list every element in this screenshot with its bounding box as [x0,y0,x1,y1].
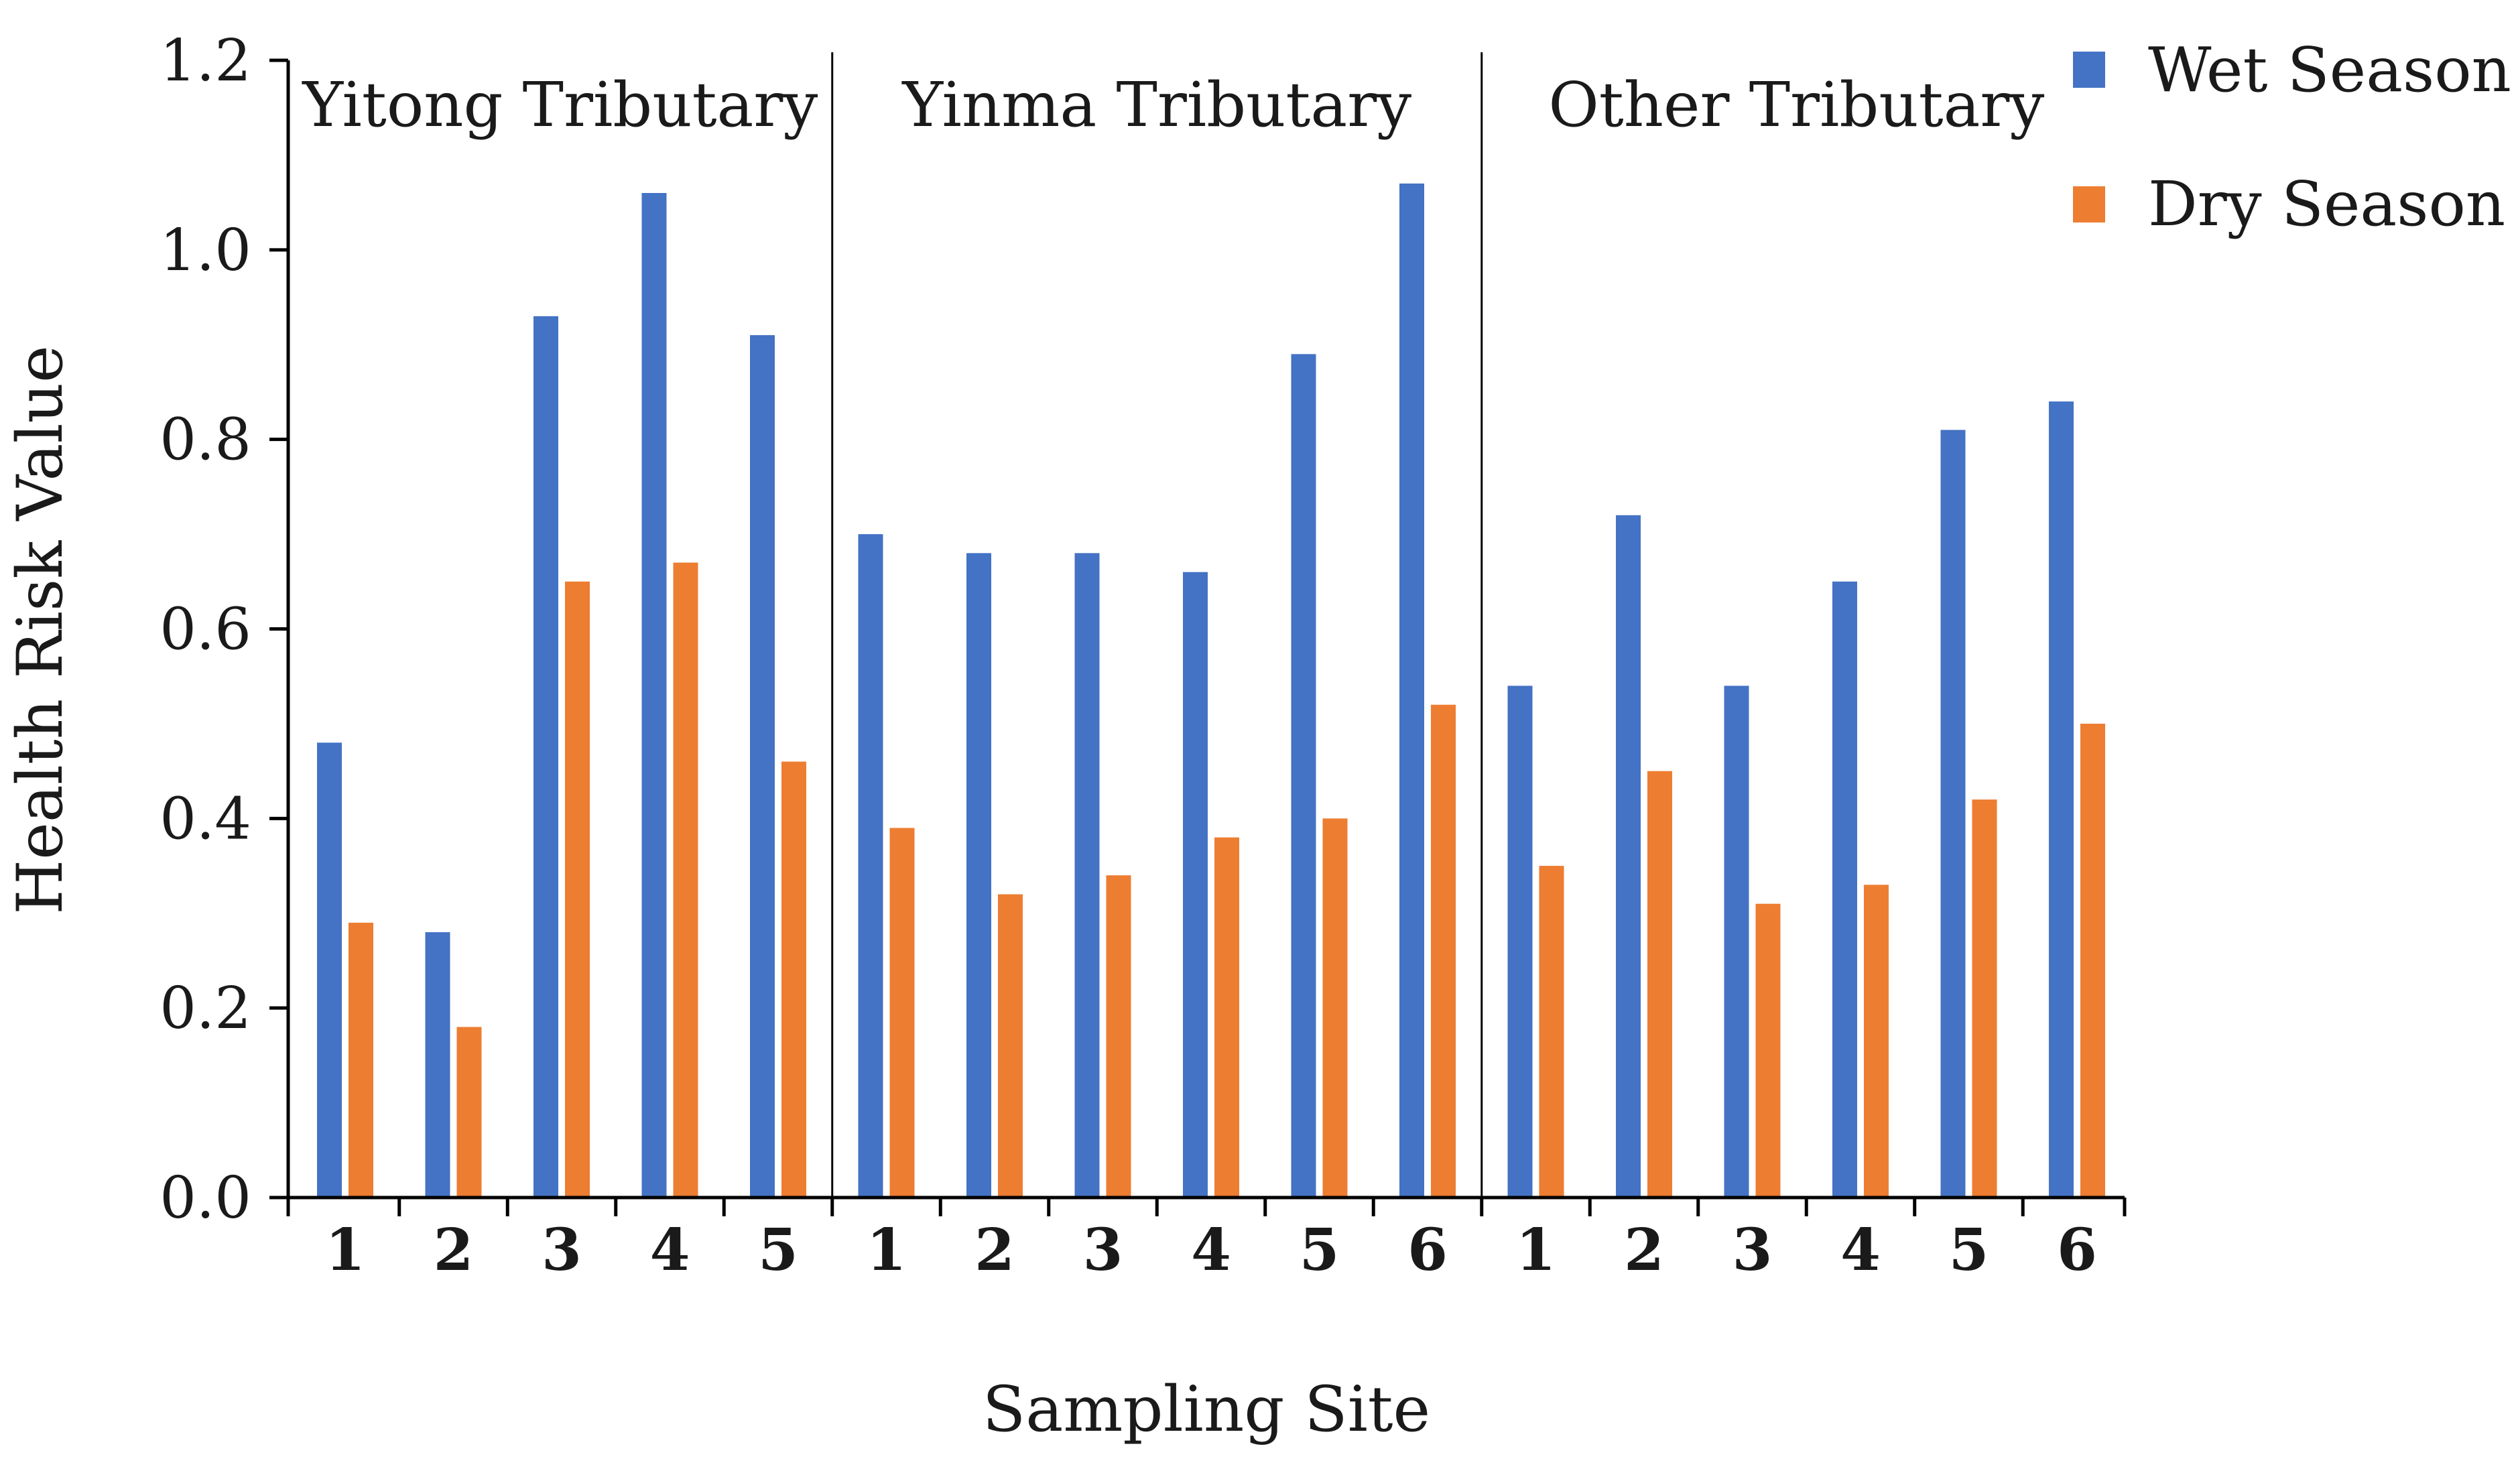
bar-dry-4 [673,562,698,1198]
bar-wet-1 [317,743,342,1198]
bar-wet-10 [1291,354,1316,1198]
y-axis-title: Health Risk Value [4,345,77,914]
bar-dry-12 [1539,866,1564,1198]
bar-dry-14 [1755,903,1781,1198]
bar-wet-13 [1616,515,1641,1198]
bar-wet-9 [1183,572,1208,1198]
bar-dry-10 [1322,818,1348,1198]
site-label-5: 5 [758,1216,798,1284]
site-label-7: 2 [974,1216,1015,1284]
bar-dry-2 [456,1027,482,1198]
bar-dry-6 [889,828,915,1198]
bar-wet-6 [858,534,883,1198]
bar-wet-16 [1940,430,1966,1198]
group-label-2: Yinma Tributary [901,69,1411,141]
y-tick-label-1: 0.2 [160,975,251,1042]
bar-dry-1 [349,922,373,1198]
site-label-3: 3 [542,1216,582,1284]
legend-label-wet: Wet Season [2148,34,2511,106]
site-label-16: 5 [1949,1216,1989,1284]
bar-wet-17 [2049,401,2074,1198]
bar-wet-14 [1724,686,1749,1198]
y-tick-label-2: 0.4 [160,785,251,852]
site-label-8: 3 [1083,1216,1123,1284]
y-tick-label-6: 1.2 [160,27,251,94]
legend: Wet Season Dry Season [2073,34,2511,240]
site-label-1: 1 [325,1216,365,1284]
y-tick-label-4: 0.8 [160,407,251,474]
legend-swatch-wet [2073,52,2105,88]
site-label-2: 2 [434,1216,474,1284]
bar-wet-2 [425,932,450,1198]
bar-dry-15 [1864,885,1889,1198]
site-label-15: 4 [1840,1216,1881,1284]
bar-dry-13 [1647,771,1672,1198]
bar-wet-3 [533,316,558,1198]
bar-wet-7 [966,553,991,1198]
bar-dry-9 [1214,837,1239,1198]
group-label-3: Other Tributary [1548,69,2044,141]
x-axis-title: Sampling Site [983,1373,1430,1446]
bar-wet-5 [750,335,775,1198]
bar-wet-4 [641,192,667,1198]
site-label-6: 1 [867,1216,907,1284]
bar-wet-11 [1399,183,1424,1198]
bar-dry-11 [1431,704,1456,1198]
bar-dry-5 [781,761,806,1198]
site-label-9: 4 [1191,1216,1231,1284]
y-tick-label-3: 0.6 [160,596,251,663]
bar-dry-17 [2080,723,2105,1198]
site-label-11: 6 [1407,1216,1448,1284]
axes-layer [269,52,2127,1216]
bar-dry-16 [1972,799,1997,1198]
y-tick-label-0: 0.0 [160,1165,251,1232]
site-label-12: 1 [1516,1216,1556,1284]
labels-layer: 0.00.20.40.60.81.01.21 2 3 4 5 1 2 3 4 5 6 1 2 3 4 5 6Yi… [160,27,2097,1284]
site-label-13: 2 [1624,1216,1664,1284]
legend-label-dry: Dry Season [2148,168,2505,240]
bar-wet-12 [1507,686,1533,1198]
bar-dry-7 [998,894,1023,1198]
bar-dry-3 [565,581,590,1198]
bars-layer [317,183,2105,1198]
site-label-17: 6 [2057,1216,2097,1284]
group-label-1: Yitong Tributary [301,69,818,141]
legend-swatch-dry [2073,186,2105,222]
bar-wet-15 [1832,581,1857,1198]
bar-wet-8 [1074,553,1100,1198]
bar-dry-8 [1106,875,1131,1198]
site-label-4: 4 [650,1216,690,1284]
site-label-14: 3 [1732,1216,1773,1284]
y-tick-label-5: 1.0 [160,217,251,284]
site-label-10: 5 [1300,1216,1340,1284]
